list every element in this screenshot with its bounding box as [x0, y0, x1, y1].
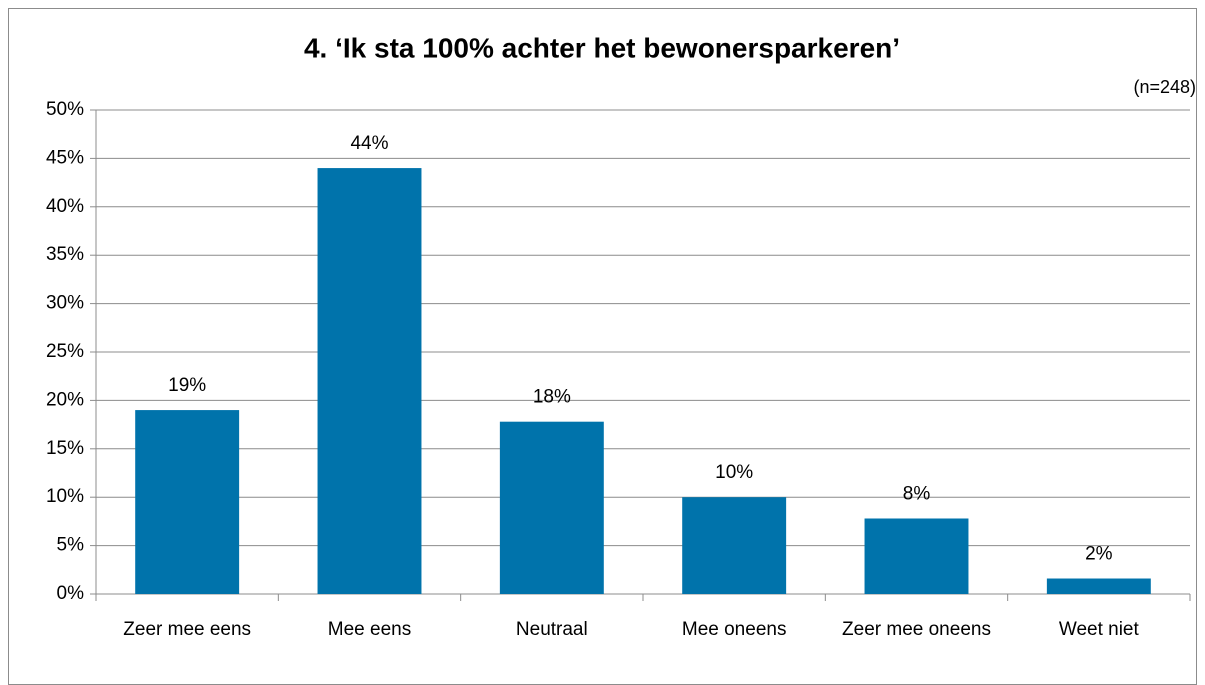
y-tick-label: 40% [46, 196, 84, 217]
y-tick-label: 20% [46, 389, 84, 410]
x-tick-label: Mee oneens [682, 619, 787, 640]
y-tick-label: 0% [57, 583, 85, 604]
x-tick-label: Weet niet [1059, 619, 1140, 640]
y-tick-label: 30% [46, 293, 84, 314]
x-tick-label: Zeer mee eens [123, 619, 251, 640]
bar [1046, 578, 1151, 594]
bar [682, 497, 787, 594]
x-tick-label: Neutraal [516, 619, 588, 640]
y-tick-label: 50% [46, 99, 84, 120]
x-tick-label: Zeer mee oneens [842, 619, 991, 640]
value-label: 8% [903, 484, 931, 505]
y-tick-label: 45% [46, 147, 84, 168]
value-label: 44% [350, 133, 388, 154]
bar [864, 518, 969, 594]
value-label: 18% [533, 387, 571, 408]
y-tick-label: 5% [57, 535, 85, 556]
bar [499, 421, 604, 594]
y-tick-label: 25% [46, 341, 84, 362]
value-label: 2% [1085, 544, 1113, 565]
annotation: (n=248) [1133, 77, 1196, 97]
bar [135, 410, 240, 594]
x-tick-label: Mee eens [328, 619, 411, 640]
y-tick-label: 15% [46, 438, 84, 459]
value-label: 10% [715, 462, 753, 483]
chart-title: 4. ‘Ik sta 100% achter het bewonersparke… [304, 32, 900, 63]
y-tick-label: 10% [46, 486, 84, 507]
value-label: 19% [168, 375, 206, 396]
y-tick-label: 35% [46, 244, 84, 265]
bar [317, 168, 422, 594]
